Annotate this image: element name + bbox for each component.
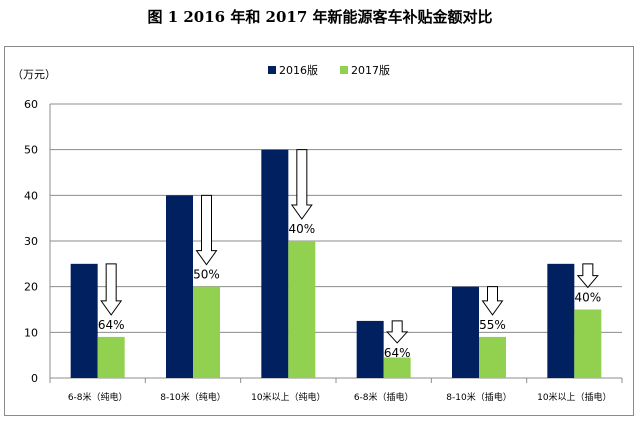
legend-swatch [340,66,348,74]
gridlines [49,103,622,379]
down-arrow-icon [481,286,504,316]
bar-2017 [383,357,411,378]
x-category-label: 10米以上（纯电） [251,391,325,403]
legend: 2016版 2017版 [268,63,390,77]
x-category-label: 6-8米（插电） [354,391,414,403]
x-category-label: 8-10米（插电） [446,391,511,403]
y-tick-label: 20 [24,281,38,294]
reduction-arrows: 64% 50% 40% 64% 55% 40% [98,149,601,360]
reduction-percent-label: 55% [479,318,506,332]
y-tick-label: 10 [24,326,38,339]
bar-2017 [288,241,316,378]
bar-2017 [97,336,125,378]
y-tick-label: 50 [24,144,38,157]
legend-swatch [268,66,276,74]
bar-2017 [574,309,602,378]
y-axis-unit-label: （万元） [12,68,56,81]
y-tick-label: 0 [31,372,38,385]
x-axis-categories: 6-8米（纯电） 8-10米（纯电） 10米以上（纯电） 6-8米（插电） 8-10米（… [49,378,623,403]
y-tick-label: 40 [24,189,38,202]
reduction-percent-label: 40% [288,222,315,236]
reduction-percent-label: 64% [98,318,125,332]
x-category-label: 6-8米（纯电） [68,391,128,403]
bar-2016 [261,149,289,378]
x-category-label: 8-10米（纯电） [160,391,225,403]
bar-2016 [70,263,98,378]
legend-label: 2017版 [351,63,390,77]
down-arrow-icon [290,149,313,220]
reduction-percent-label: 40% [574,291,601,305]
y-tick-label: 30 [24,235,38,248]
down-arrow-icon [195,194,218,266]
x-category-label: 10米以上（插电） [537,391,611,403]
down-arrow-icon [386,320,409,344]
bars [70,149,602,378]
reduction-percent-label: 50% [193,268,220,282]
bar-2017 [479,336,506,378]
reduction-percent-label: 64% [384,346,411,360]
y-axis-ticks: 0 10 20 30 40 50 60 [24,98,38,385]
chart-frame [4,46,634,416]
down-arrow-icon [576,263,599,289]
figure-title: 图 1 2016 年和 2017 年新能源客车补贴金额对比 [147,8,493,26]
bar-2016 [547,263,575,378]
down-arrow-icon [100,263,123,316]
y-tick-label: 60 [24,98,38,111]
bar-2016 [356,320,384,378]
legend-label: 2016版 [279,63,318,77]
bar-2016 [452,286,479,378]
bar-2017 [193,286,220,378]
bar-2016 [166,195,193,378]
